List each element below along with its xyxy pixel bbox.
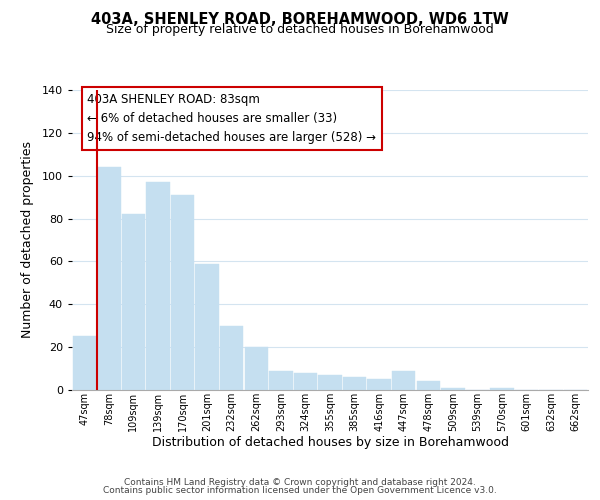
Bar bbox=[392, 370, 415, 390]
Bar bbox=[220, 326, 244, 390]
Bar bbox=[122, 214, 145, 390]
Bar bbox=[441, 388, 464, 390]
Y-axis label: Number of detached properties: Number of detached properties bbox=[20, 142, 34, 338]
Text: Size of property relative to detached houses in Borehamwood: Size of property relative to detached ho… bbox=[106, 24, 494, 36]
Text: 403A, SHENLEY ROAD, BOREHAMWOOD, WD6 1TW: 403A, SHENLEY ROAD, BOREHAMWOOD, WD6 1TW bbox=[91, 12, 509, 28]
Bar bbox=[73, 336, 96, 390]
Bar bbox=[490, 388, 514, 390]
Bar bbox=[319, 375, 341, 390]
Text: 403A SHENLEY ROAD: 83sqm
← 6% of detached houses are smaller (33)
94% of semi-de: 403A SHENLEY ROAD: 83sqm ← 6% of detache… bbox=[88, 93, 376, 144]
Bar bbox=[269, 370, 293, 390]
Bar bbox=[146, 182, 170, 390]
X-axis label: Distribution of detached houses by size in Borehamwood: Distribution of detached houses by size … bbox=[151, 436, 509, 450]
Bar bbox=[245, 347, 268, 390]
Text: Contains public sector information licensed under the Open Government Licence v3: Contains public sector information licen… bbox=[103, 486, 497, 495]
Bar bbox=[97, 167, 121, 390]
Bar bbox=[416, 382, 440, 390]
Bar bbox=[343, 377, 366, 390]
Text: Contains HM Land Registry data © Crown copyright and database right 2024.: Contains HM Land Registry data © Crown c… bbox=[124, 478, 476, 487]
Bar bbox=[294, 373, 317, 390]
Bar bbox=[196, 264, 219, 390]
Bar bbox=[171, 195, 194, 390]
Bar bbox=[367, 380, 391, 390]
